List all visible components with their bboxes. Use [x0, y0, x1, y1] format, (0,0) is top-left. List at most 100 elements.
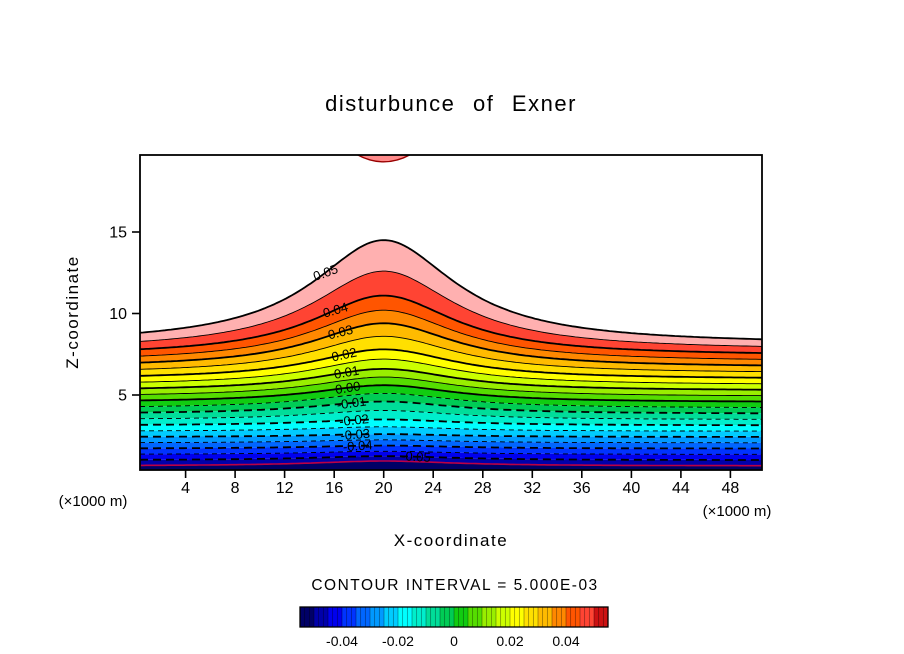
colorbar-cell [552, 607, 567, 627]
x-tick-label: 24 [424, 480, 442, 497]
fill-band [140, 271, 762, 353]
fill-band [140, 336, 762, 378]
x-unit-left: (×1000 m) [59, 493, 128, 510]
fill-band [140, 393, 762, 414]
fill-band [140, 323, 762, 372]
contour-labels: 0.050.040.030.020.010.00-0.01-0.02-0.03-… [311, 261, 431, 465]
x-tick-label: 8 [231, 480, 240, 497]
contour-label: -0.04 [342, 437, 373, 454]
contour-line [140, 376, 762, 397]
x-unit-right: (×1000 m) [703, 503, 772, 520]
contour-fill-bands [140, 240, 762, 470]
plot-area: 0.050.040.030.020.010.00-0.01-0.02-0.03-… [109, 154, 763, 498]
figure-title: disturbunce of Exner [325, 91, 577, 116]
fill-band [140, 295, 762, 360]
contour-line [140, 384, 762, 403]
x-tick-label: 28 [474, 480, 492, 497]
colorbar-tick-label: 0.04 [552, 633, 579, 649]
contour-label: -0.05 [401, 448, 431, 465]
colorbar-cell [496, 607, 511, 627]
fill-band [140, 377, 762, 402]
colorbar-cell [580, 607, 595, 627]
colorbar: -0.04 -0.02 0 0.02 0.04 [299, 606, 609, 649]
colorbar-cell [356, 607, 371, 627]
contour-label: 0.03 [326, 322, 354, 343]
colorbar-cell [566, 607, 581, 627]
contour-line [140, 309, 762, 360]
x-tick-label: 44 [672, 480, 690, 497]
contour-label: -0.02 [338, 411, 369, 429]
fill-band-below-range [140, 461, 762, 470]
contour-line [140, 460, 762, 467]
fill-band [140, 410, 762, 426]
contour-line [140, 450, 762, 455]
colorbar-cell [468, 607, 483, 627]
colorbar-cell [440, 607, 455, 627]
colorbar-tick-label: -0.04 [326, 633, 358, 649]
x-tick-label: 32 [523, 480, 541, 497]
colorbar-cell [370, 607, 385, 627]
x-axis-label: X-coordinate [394, 531, 508, 550]
fill-band [140, 240, 762, 347]
fill-band [140, 419, 762, 432]
contour-line [140, 439, 762, 444]
colorbar-cell [384, 607, 399, 627]
fill-band [140, 451, 762, 460]
contour-line [140, 348, 762, 379]
fill-band [140, 368, 762, 396]
colorbar-border [299, 606, 609, 628]
contour-label: 0.02 [330, 345, 358, 365]
contour-line [140, 426, 762, 432]
colorbar-cell [482, 607, 497, 627]
colorbar-cell [342, 607, 357, 627]
colorbar-cell [426, 607, 441, 627]
colorbar-cell [300, 607, 315, 627]
x-tick-label: 20 [375, 480, 393, 497]
colorbar-cell [524, 607, 539, 627]
x-tick-label: 48 [722, 480, 740, 497]
contour-line [140, 367, 762, 391]
fill-band [140, 434, 762, 443]
contour-label: 0.00 [334, 378, 361, 397]
colorbar-cell [412, 607, 427, 627]
axis-ticks [132, 231, 732, 478]
colorbar-tick-label: -0.02 [382, 633, 414, 649]
x-tick-label: 36 [573, 480, 591, 497]
contour-label: -0.03 [340, 426, 371, 444]
y-tick-label: 15 [109, 225, 127, 242]
fill-band [140, 445, 762, 455]
contour-line [140, 358, 762, 385]
contour-line [140, 410, 762, 420]
colorbar-cell [314, 607, 329, 627]
colorbar-cell [538, 607, 553, 627]
contour-label: 0.01 [333, 363, 361, 382]
plot-frame [139, 154, 763, 471]
x-tick-label: 12 [276, 480, 294, 497]
y-tick-label: 10 [109, 306, 127, 323]
colorbar-cell [398, 607, 413, 627]
x-tick-label: 16 [325, 480, 343, 497]
colorbar-tick-label: 0 [450, 633, 458, 649]
colorbar-cell [454, 607, 469, 627]
fill-band [140, 385, 762, 408]
fill-band [140, 439, 762, 449]
contour-interval-note: CONTOUR INTERVAL = 5.000E-03 [311, 577, 598, 594]
contour-line [140, 392, 762, 408]
contour-line [140, 294, 762, 354]
x-tick-label: 4 [181, 480, 190, 497]
y-tick-label: 5 [118, 388, 127, 405]
y-axis-label: Z-coordinate [63, 255, 82, 368]
fill-band [140, 310, 762, 366]
contour-line [140, 335, 762, 373]
colorbar-tick-label: 0.02 [496, 633, 523, 649]
contour-label: 0.04 [321, 299, 349, 320]
x-tick-label: 40 [623, 480, 641, 497]
fill-band [140, 349, 762, 384]
contour-line [140, 270, 762, 347]
contour-line [140, 322, 762, 367]
contour-label: -0.01 [336, 394, 367, 413]
colorbar-cell [510, 607, 525, 627]
